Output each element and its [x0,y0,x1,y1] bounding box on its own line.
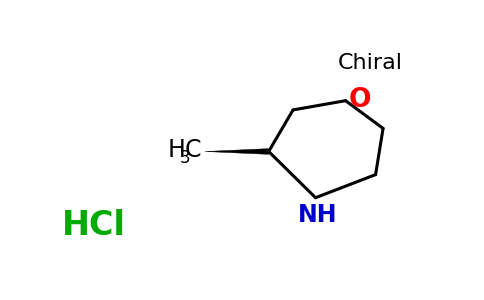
Polygon shape [205,148,269,154]
Text: H: H [167,138,185,162]
Text: Chiral: Chiral [337,52,403,73]
Text: NH: NH [298,203,337,227]
Text: HCl: HCl [62,209,126,242]
Text: 3: 3 [180,149,190,167]
Text: C: C [185,138,201,162]
Text: O: O [348,86,371,112]
